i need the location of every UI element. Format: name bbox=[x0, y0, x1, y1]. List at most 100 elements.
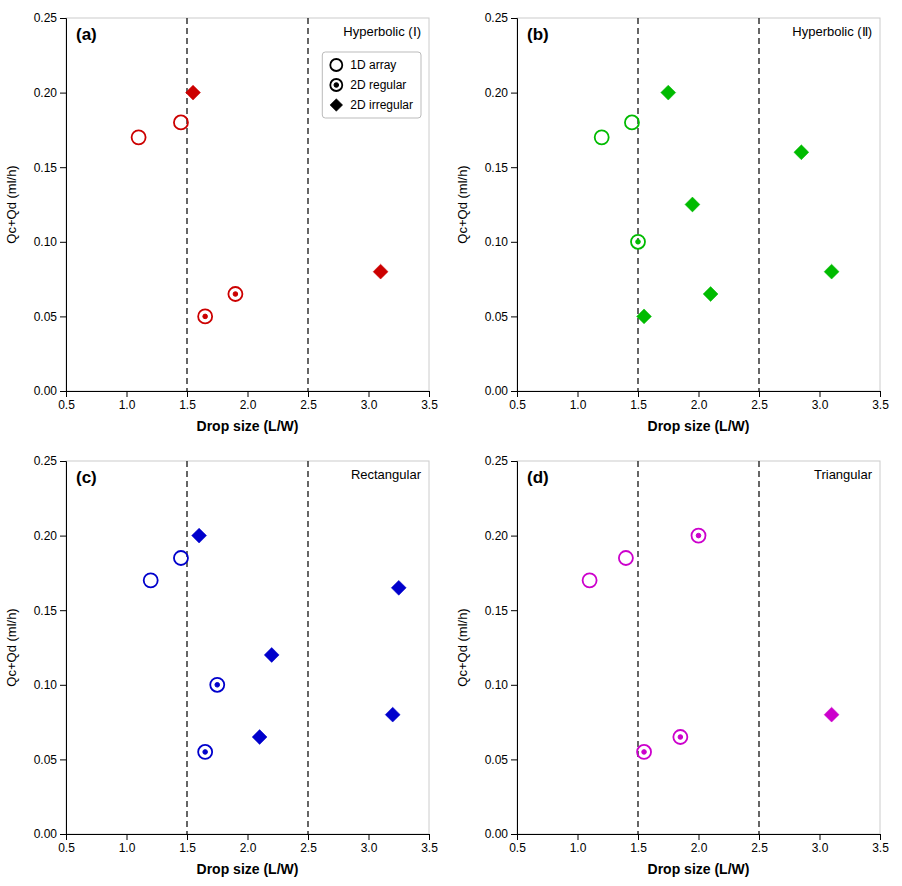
point bbox=[824, 707, 839, 722]
marker-diamond bbox=[330, 99, 343, 112]
marker-dot bbox=[203, 314, 208, 319]
tick: 2.5 bbox=[751, 391, 768, 412]
panel-label: (b) bbox=[527, 25, 549, 44]
tick-label: 0.15 bbox=[485, 604, 509, 618]
tick: 1.0 bbox=[570, 834, 587, 855]
tick: 1.5 bbox=[630, 391, 647, 412]
point bbox=[210, 678, 224, 692]
legend-marker bbox=[330, 59, 342, 71]
panel-title: Triangular bbox=[814, 467, 873, 482]
tick: 0.20 bbox=[34, 529, 66, 543]
point bbox=[174, 115, 188, 129]
tick-mark bbox=[60, 685, 66, 686]
marker-diamond bbox=[391, 580, 406, 595]
marker-dot bbox=[636, 240, 641, 245]
tick-label: 3.5 bbox=[872, 841, 889, 855]
tick-label: 0.00 bbox=[485, 827, 509, 841]
tick-mark bbox=[429, 834, 430, 840]
y-axis: 0.000.050.100.150.200.25 bbox=[34, 11, 67, 398]
legend-label: 2D irregular bbox=[350, 98, 413, 112]
vertical-line bbox=[637, 18, 638, 391]
tick: 0.5 bbox=[58, 391, 75, 412]
tick: 3.0 bbox=[361, 834, 378, 855]
tick-mark bbox=[578, 834, 579, 840]
tick-label: 3.0 bbox=[361, 398, 378, 412]
tick-label: 0.15 bbox=[34, 161, 58, 175]
tick-label: 2.5 bbox=[300, 398, 317, 412]
legend-frame bbox=[322, 52, 421, 118]
point bbox=[373, 264, 388, 279]
marker-dot bbox=[696, 533, 701, 538]
point bbox=[673, 730, 687, 744]
tick-label: 1.0 bbox=[119, 398, 136, 412]
tick: 1.0 bbox=[119, 834, 136, 855]
tick-label: 0.10 bbox=[34, 235, 58, 249]
tick: 0.00 bbox=[34, 827, 66, 841]
tick-label: 2.0 bbox=[240, 841, 257, 855]
tick: 0.20 bbox=[485, 86, 517, 100]
axis-line bbox=[518, 835, 881, 841]
y-axis: 0.000.050.100.150.200.25 bbox=[34, 454, 67, 841]
point bbox=[661, 85, 676, 100]
tick-label: 0.10 bbox=[485, 235, 509, 249]
tick: 0.5 bbox=[509, 834, 526, 855]
tick: 2.0 bbox=[240, 834, 257, 855]
tick: 0.10 bbox=[34, 235, 66, 249]
tick: 0.10 bbox=[34, 678, 66, 692]
tick-mark bbox=[511, 610, 517, 611]
y-axis-title: Qc+Qd (ml/h) bbox=[455, 165, 470, 243]
tick-label: 2.0 bbox=[691, 398, 708, 412]
point bbox=[174, 551, 188, 565]
tick: 3.5 bbox=[872, 834, 889, 855]
tick-label: 0.10 bbox=[34, 678, 58, 692]
tick-mark bbox=[578, 391, 579, 397]
tick: 0.05 bbox=[34, 310, 66, 324]
panel: 0.51.01.52.02.53.03.50.000.050.100.150.2… bbox=[455, 11, 889, 434]
tick-mark bbox=[820, 391, 821, 397]
marker-ring bbox=[198, 745, 212, 759]
legend-marker bbox=[330, 79, 342, 91]
tick-mark bbox=[60, 93, 66, 94]
tick-mark bbox=[60, 834, 66, 835]
point bbox=[595, 130, 609, 144]
marker-diamond bbox=[685, 197, 700, 212]
marker-ring bbox=[174, 115, 188, 129]
tick: 0.05 bbox=[485, 753, 517, 767]
tick-mark bbox=[511, 93, 517, 94]
y-axis: 0.000.050.100.150.200.25 bbox=[485, 11, 518, 398]
y-axis: 0.000.050.100.150.200.25 bbox=[485, 454, 518, 841]
point bbox=[198, 309, 212, 323]
tick-mark bbox=[880, 391, 881, 397]
tick: 0.05 bbox=[34, 753, 66, 767]
marker-ring bbox=[625, 115, 639, 129]
tick-label: 0.25 bbox=[485, 454, 509, 468]
point bbox=[186, 85, 201, 100]
axis-line bbox=[518, 392, 881, 398]
tick-label: 0.20 bbox=[34, 86, 58, 100]
point bbox=[637, 309, 652, 324]
tick-mark bbox=[60, 242, 66, 243]
tick-mark bbox=[511, 834, 517, 835]
tick: 0.15 bbox=[34, 161, 66, 175]
tick-mark bbox=[699, 391, 700, 397]
tick-mark bbox=[638, 834, 639, 840]
tick-label: 0.5 bbox=[58, 841, 75, 855]
tick: 3.0 bbox=[361, 391, 378, 412]
tick: 3.0 bbox=[812, 391, 829, 412]
tick-mark bbox=[511, 316, 517, 317]
tick-label: 0.5 bbox=[58, 398, 75, 412]
marker-dot bbox=[334, 83, 339, 88]
tick-mark bbox=[511, 685, 517, 686]
tick: 2.0 bbox=[240, 391, 257, 412]
tick: 0.25 bbox=[34, 11, 66, 25]
tick: 0.05 bbox=[485, 310, 517, 324]
plot-frame bbox=[66, 18, 429, 391]
panel-label: (c) bbox=[76, 468, 97, 487]
tick-mark bbox=[60, 18, 66, 19]
tick-label: 0.00 bbox=[34, 827, 58, 841]
panel-label: (a) bbox=[76, 25, 97, 44]
tick-label: 3.5 bbox=[421, 841, 438, 855]
tick: 0.25 bbox=[485, 454, 517, 468]
marker-ring bbox=[210, 678, 224, 692]
tick-label: 3.0 bbox=[812, 398, 829, 412]
